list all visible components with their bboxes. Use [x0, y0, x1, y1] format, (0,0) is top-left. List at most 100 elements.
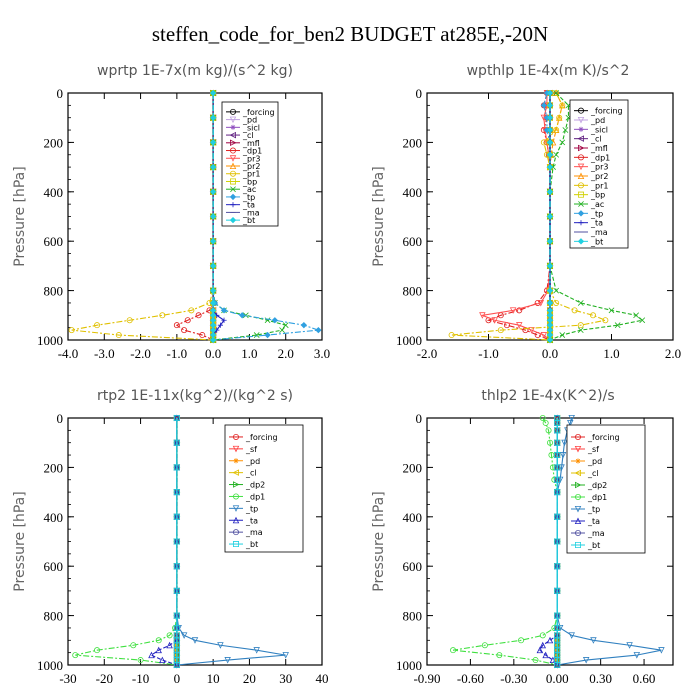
series-point-bt — [546, 163, 554, 171]
series-point-dp1 — [496, 652, 503, 659]
x-tick-label: 0.0 — [542, 346, 558, 361]
series-point-bt — [546, 188, 554, 195]
legend-label: _ta — [242, 201, 255, 210]
series-point-tp — [300, 322, 308, 329]
y-tick-label: 0 — [57, 86, 64, 101]
series-point-ac — [253, 332, 260, 338]
panel-title: rtp2 1E-11x(kg^2)/(kg^2 s) — [97, 388, 293, 404]
series-point-pr1 — [68, 327, 75, 334]
legend-label: _tp — [242, 193, 255, 202]
series-point-tp — [559, 452, 567, 459]
x-tick-label: 0 — [174, 671, 181, 686]
y-tick-label: 200 — [403, 135, 423, 150]
x-tick-label: 1.0 — [241, 346, 257, 361]
series-point-tp — [220, 307, 228, 314]
legend-label: _pr3 — [242, 154, 260, 163]
legend-label: _sicl — [590, 125, 608, 134]
series-point-bt — [554, 612, 561, 619]
legend-label: _forcing — [587, 433, 620, 442]
legend-label: _sicl — [242, 123, 260, 132]
x-tick-label: -1.0 — [478, 346, 499, 361]
legend-marker — [578, 191, 584, 198]
series-point-bt — [546, 262, 554, 270]
legend-label: _dp2 — [587, 481, 607, 490]
legend-label: _bt — [242, 216, 255, 225]
series-point-bp — [547, 151, 553, 158]
legend-marker — [229, 116, 237, 124]
legend-marker — [229, 108, 236, 115]
series-point-tp — [180, 632, 188, 639]
series-line-ta — [150, 418, 178, 666]
legend-marker — [233, 458, 239, 464]
legend-marker — [229, 155, 237, 162]
series-point-bp — [547, 299, 553, 306]
panel-title: wprtp 1E-7x(m kg)/(s^2 kg) — [97, 63, 293, 79]
series-point-bt — [209, 163, 217, 171]
series-point-tp — [582, 657, 590, 664]
y-tick-label: 1000 — [37, 658, 63, 673]
series-point-bt — [173, 489, 180, 496]
legend-marker — [230, 202, 236, 208]
y-tick-label: 400 — [44, 185, 64, 200]
series-point-pr1 — [577, 322, 584, 329]
series-point-ac — [553, 151, 560, 158]
y-axis-label: Pressure [hPa] — [371, 491, 387, 591]
y-tick-label: 0 — [416, 411, 423, 426]
series-point-bt — [554, 489, 561, 496]
y-tick-label: 800 — [44, 284, 64, 299]
series-point-pr1 — [553, 90, 560, 97]
legend-label: _ma — [587, 529, 605, 538]
x-tick-label: 2.0 — [278, 346, 294, 361]
x-tick-label: -20 — [96, 671, 113, 686]
legend-label: _ma — [245, 528, 263, 537]
legend-marker — [578, 220, 584, 226]
legend-marker — [232, 493, 239, 500]
y-axis-label: Pressure [hPa] — [371, 166, 387, 266]
legend: _forcing_pd_sicl_cl_mfl_dp1_pr3_pr2_pr1_… — [221, 101, 279, 227]
series-point-bp — [210, 337, 217, 343]
legend-marker — [232, 469, 239, 476]
y-tick-label: 600 — [403, 559, 423, 574]
series-point-dp1 — [137, 657, 144, 664]
series-point-tp — [567, 419, 574, 427]
series-point-pr1 — [590, 312, 597, 319]
legend-marker — [578, 126, 584, 132]
legend-marker — [233, 541, 239, 548]
series-line-pr1 — [71, 93, 214, 341]
series-point-ta — [155, 646, 162, 654]
legend-label: _bp — [590, 191, 605, 200]
series-point-bp — [547, 102, 553, 109]
series-point-ac — [562, 127, 569, 133]
series-point-bp — [210, 299, 217, 306]
legend-label: _sf — [587, 445, 599, 454]
x-tick-label: 0.60 — [633, 671, 656, 686]
series-point-ac — [614, 322, 621, 329]
legend-label: _pd — [587, 457, 602, 466]
series-point-bt — [554, 587, 561, 594]
legend-marker — [229, 147, 236, 154]
panel-title: wpthlp 1E-4x(m K)/s^2 — [467, 63, 630, 79]
y-tick-label: 400 — [403, 510, 423, 525]
series-point-pr3 — [537, 299, 545, 307]
series-line-dp1 — [75, 418, 178, 666]
series-point-ta — [221, 317, 227, 323]
legend-marker — [232, 445, 240, 453]
x-tick-label: 10 — [207, 671, 220, 686]
series-point-tp — [271, 317, 278, 324]
legend-marker — [574, 469, 581, 477]
series-point-bt — [173, 464, 180, 471]
legend-marker — [574, 517, 582, 524]
legend-label: _sf — [245, 445, 257, 454]
series-point-pr1 — [559, 102, 566, 109]
legend-marker — [575, 433, 582, 440]
series-point-bp — [547, 139, 553, 146]
series-point-pr1 — [159, 312, 166, 319]
series-point-bt — [546, 287, 554, 294]
legend: _forcing _sf _pd _cl _dp2 _dp1 _tp _ta _ma _bt — [566, 424, 646, 554]
series-point-pr1 — [94, 322, 101, 329]
series-point-ta — [536, 646, 544, 654]
y-tick-label: 1000 — [37, 333, 63, 348]
legend-marker — [577, 163, 585, 171]
x-tick-label: 0.30 — [589, 671, 612, 686]
series-point-bp — [210, 287, 217, 294]
